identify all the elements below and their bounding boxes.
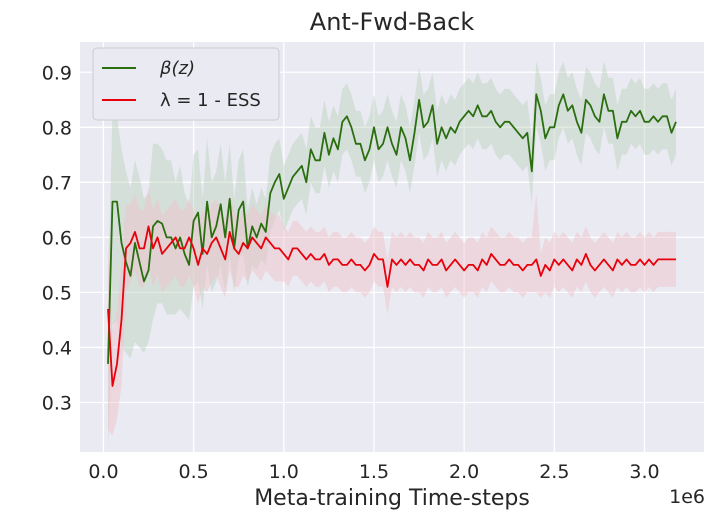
x-tick-label: 0.5 (179, 461, 209, 483)
legend: β(z) λ = 1 - ESS (92, 47, 280, 121)
y-tick-label: 0.3 (42, 392, 72, 414)
chart-title: Ant-Fwd-Back (310, 8, 475, 36)
y-tick-label: 0.6 (42, 227, 72, 249)
x-tick-label: 1.5 (359, 461, 389, 483)
confidence-bands (108, 61, 676, 447)
series-line-1 (107, 225, 676, 387)
y-tick-label: 0.7 (42, 172, 72, 194)
grid (80, 42, 704, 452)
series-line-0 (107, 93, 677, 364)
x-axis-label: Meta-training Time-steps (254, 486, 530, 511)
x-tick-label: 3.0 (629, 461, 659, 483)
legend-box (92, 47, 280, 121)
y-tick-label: 0.5 (42, 282, 72, 304)
legend-label-beta: β(z) (159, 58, 195, 79)
x-tick-label: 1.0 (269, 461, 299, 483)
confidence-band-1 (108, 187, 676, 436)
x-tick-label: 0.0 (88, 461, 118, 483)
y-tick-label: 0.4 (42, 337, 72, 359)
y-tick-label: 0.9 (42, 62, 72, 84)
x-tick-label: 2.5 (539, 461, 569, 483)
x-tick-labels: 0.0 0.5 1.0 1.5 2.0 2.5 3.0 (88, 461, 659, 483)
legend-label-lambda: λ = 1 - ESS (160, 90, 261, 111)
y-tick-labels: 0.3 0.4 0.5 0.6 0.7 0.8 0.9 (42, 62, 72, 414)
confidence-band-0 (108, 61, 676, 447)
x-tick-label: 2.0 (449, 461, 479, 483)
x-axis-offset-label: 1e6 (669, 486, 705, 508)
y-tick-label: 0.8 (42, 117, 72, 139)
series-lines (107, 93, 677, 387)
